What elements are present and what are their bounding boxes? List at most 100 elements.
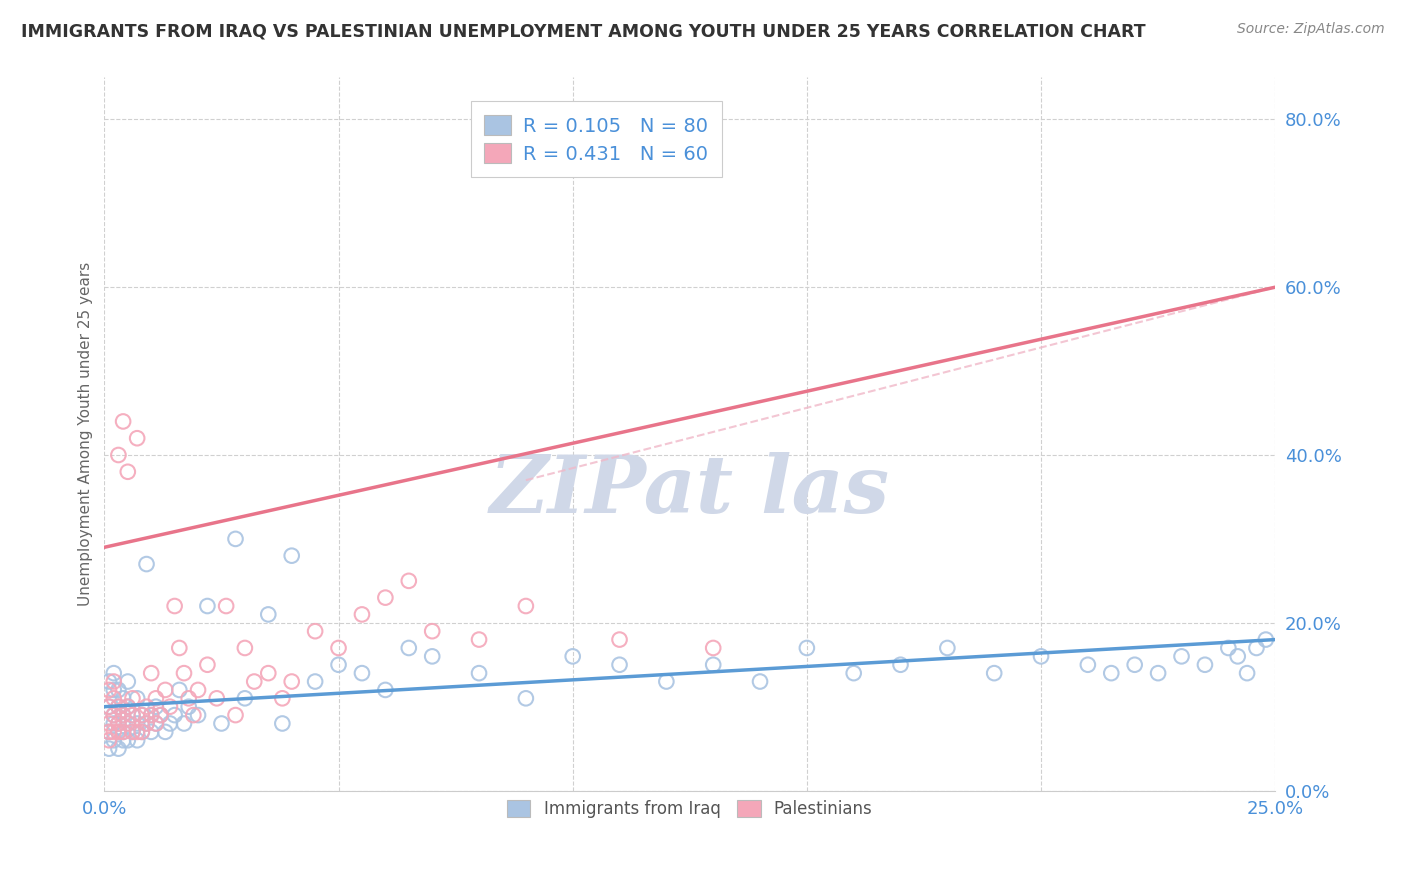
Point — [107, 741, 129, 756]
Point — [1218, 640, 1240, 655]
Point — [280, 549, 302, 563]
Point — [117, 733, 139, 747]
Point — [159, 716, 181, 731]
Point — [107, 699, 129, 714]
Point — [127, 724, 149, 739]
Point — [117, 465, 139, 479]
Point — [280, 674, 302, 689]
Point — [655, 674, 678, 689]
Point — [936, 640, 959, 655]
Point — [173, 716, 195, 731]
Text: ZIPat las: ZIPat las — [489, 452, 890, 530]
Point — [103, 716, 125, 731]
Point — [1170, 649, 1192, 664]
Point — [103, 682, 125, 697]
Point — [121, 708, 143, 723]
Point — [350, 607, 373, 622]
Point — [103, 733, 125, 747]
Point — [131, 708, 153, 723]
Point — [112, 708, 135, 723]
Point — [159, 699, 181, 714]
Point — [107, 682, 129, 697]
Point — [374, 591, 396, 605]
Point — [163, 599, 186, 613]
Text: Source: ZipAtlas.com: Source: ZipAtlas.com — [1237, 22, 1385, 37]
Point — [107, 699, 129, 714]
Point — [131, 724, 153, 739]
Point — [609, 632, 631, 647]
Point — [983, 666, 1005, 681]
Point — [609, 657, 631, 672]
Text: IMMIGRANTS FROM IRAQ VS PALESTINIAN UNEMPLOYMENT AMONG YOUTH UNDER 25 YEARS CORR: IMMIGRANTS FROM IRAQ VS PALESTINIAN UNEM… — [21, 22, 1146, 40]
Point — [468, 632, 491, 647]
Point — [1246, 640, 1268, 655]
Point — [117, 716, 139, 731]
Point — [117, 674, 139, 689]
Point — [107, 716, 129, 731]
Point — [257, 666, 280, 681]
Point — [117, 699, 139, 714]
Point — [243, 674, 266, 689]
Point — [155, 724, 177, 739]
Point — [98, 724, 121, 739]
Point — [107, 448, 129, 462]
Point — [211, 716, 233, 731]
Point — [225, 532, 247, 546]
Point — [131, 708, 153, 723]
Point — [141, 708, 163, 723]
Point — [1147, 666, 1170, 681]
Point — [112, 691, 135, 706]
Point — [127, 691, 149, 706]
Point — [177, 691, 200, 706]
Point — [169, 682, 191, 697]
Point — [98, 674, 121, 689]
Point — [98, 741, 121, 756]
Point — [121, 708, 143, 723]
Point — [257, 607, 280, 622]
Point — [103, 666, 125, 681]
Point — [112, 724, 135, 739]
Point — [145, 716, 167, 731]
Point — [271, 691, 294, 706]
Point — [1123, 657, 1146, 672]
Point — [1194, 657, 1216, 672]
Point — [233, 691, 256, 706]
Point — [103, 674, 125, 689]
Point — [112, 708, 135, 723]
Point — [215, 599, 238, 613]
Point — [135, 557, 157, 571]
Point — [112, 414, 135, 428]
Point — [145, 699, 167, 714]
Point — [420, 649, 443, 664]
Point — [197, 599, 219, 613]
Point — [163, 708, 186, 723]
Point — [328, 657, 350, 672]
Point — [183, 708, 205, 723]
Point — [374, 682, 396, 697]
Point — [121, 724, 143, 739]
Point — [112, 733, 135, 747]
Point — [420, 624, 443, 639]
Point — [103, 724, 125, 739]
Point — [304, 674, 326, 689]
Point — [149, 708, 172, 723]
Point — [98, 724, 121, 739]
Point — [107, 724, 129, 739]
Y-axis label: Unemployment Among Youth under 25 years: Unemployment Among Youth under 25 years — [79, 262, 93, 607]
Point — [98, 682, 121, 697]
Point — [131, 724, 153, 739]
Point — [141, 724, 163, 739]
Point — [328, 640, 350, 655]
Point — [233, 640, 256, 655]
Point — [889, 657, 911, 672]
Point — [225, 708, 247, 723]
Point — [127, 716, 149, 731]
Point — [702, 640, 724, 655]
Point — [98, 716, 121, 731]
Point — [1226, 649, 1249, 664]
Point — [271, 716, 294, 731]
Point — [702, 657, 724, 672]
Point — [187, 708, 209, 723]
Point — [205, 691, 228, 706]
Point — [796, 640, 818, 655]
